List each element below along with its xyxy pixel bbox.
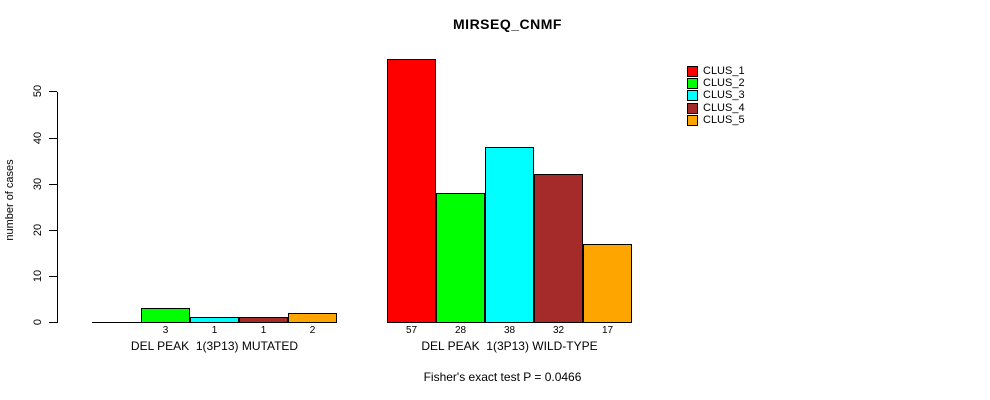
y-axis-label: number of cases xyxy=(4,159,16,241)
group-label-mutated: DEL PEAK 1(3P13) MUTATED xyxy=(130,339,299,353)
y-tick-label: 30 xyxy=(32,177,44,191)
y-tick-mark xyxy=(49,138,57,139)
bar-value-label: 1 xyxy=(260,325,267,336)
legend-label: CLUS_3 xyxy=(703,89,745,102)
legend-swatch xyxy=(687,115,698,127)
legend-swatch xyxy=(687,90,698,102)
legend-item-clus_3: CLUS_3 xyxy=(687,90,745,102)
bar-clus_4-group1 xyxy=(239,317,288,323)
y-tick-label: 20 xyxy=(32,223,44,237)
y-tick-mark xyxy=(49,322,57,323)
y-tick-mark xyxy=(49,276,57,277)
y-tick-label: 50 xyxy=(32,84,44,98)
y-tick-label: 0 xyxy=(32,318,44,326)
y-tick-label: 10 xyxy=(32,269,44,283)
y-tick-mark xyxy=(49,91,57,92)
bar-clus_3-group1 xyxy=(190,317,239,323)
legend-label: CLUS_1 xyxy=(703,64,745,77)
bar-value-label: 17 xyxy=(601,325,614,336)
legend-swatch xyxy=(687,102,698,114)
bar-clus_2-group1 xyxy=(141,308,190,323)
legend-item-clus_5: CLUS_5 xyxy=(687,115,745,127)
bar-clus_5-group1 xyxy=(288,313,337,323)
y-tick-label: 40 xyxy=(32,131,44,145)
legend-label: CLUS_4 xyxy=(703,101,745,114)
legend-item-clus_2: CLUS_2 xyxy=(687,77,745,90)
bar-clus_5-group2 xyxy=(583,244,632,323)
legend-item-clus_4: CLUS_4 xyxy=(687,102,745,114)
group-label-wildtype: DEL PEAK 1(3P13) WILD-TYPE xyxy=(421,339,598,353)
bar-clus_1-group2 xyxy=(387,59,436,323)
legend: CLUS_1 CLUS_2 CLUS_3 CLUS_4 CLUS_5 xyxy=(687,65,745,127)
bar-clus_2-group2 xyxy=(436,193,485,323)
legend-swatch xyxy=(687,65,698,77)
bar-clus_3-group2 xyxy=(485,147,534,323)
bar-value-label: 57 xyxy=(405,325,418,336)
bar-value-label: 2 xyxy=(309,325,316,336)
bar-value-label: 38 xyxy=(503,325,516,336)
bar-value-label: 3 xyxy=(162,325,169,336)
legend-item-clus_1: CLUS_1 xyxy=(687,65,745,77)
fisher-test-annotation: Fisher's exact test P = 0.0466 xyxy=(423,370,582,384)
chart-title: MIRSEQ_CNMF xyxy=(453,16,562,32)
bar-clus_4-group2 xyxy=(534,174,583,323)
y-tick-mark xyxy=(49,230,57,231)
legend-swatch xyxy=(687,78,698,90)
bar-value-label: 1 xyxy=(211,325,218,336)
legend-label: CLUS_2 xyxy=(703,77,745,90)
bar-value-label: 28 xyxy=(454,325,467,336)
y-axis-line xyxy=(57,92,58,323)
y-tick-mark xyxy=(49,184,57,185)
legend-label: CLUS_5 xyxy=(703,114,745,127)
bar-value-label: 32 xyxy=(552,325,565,336)
